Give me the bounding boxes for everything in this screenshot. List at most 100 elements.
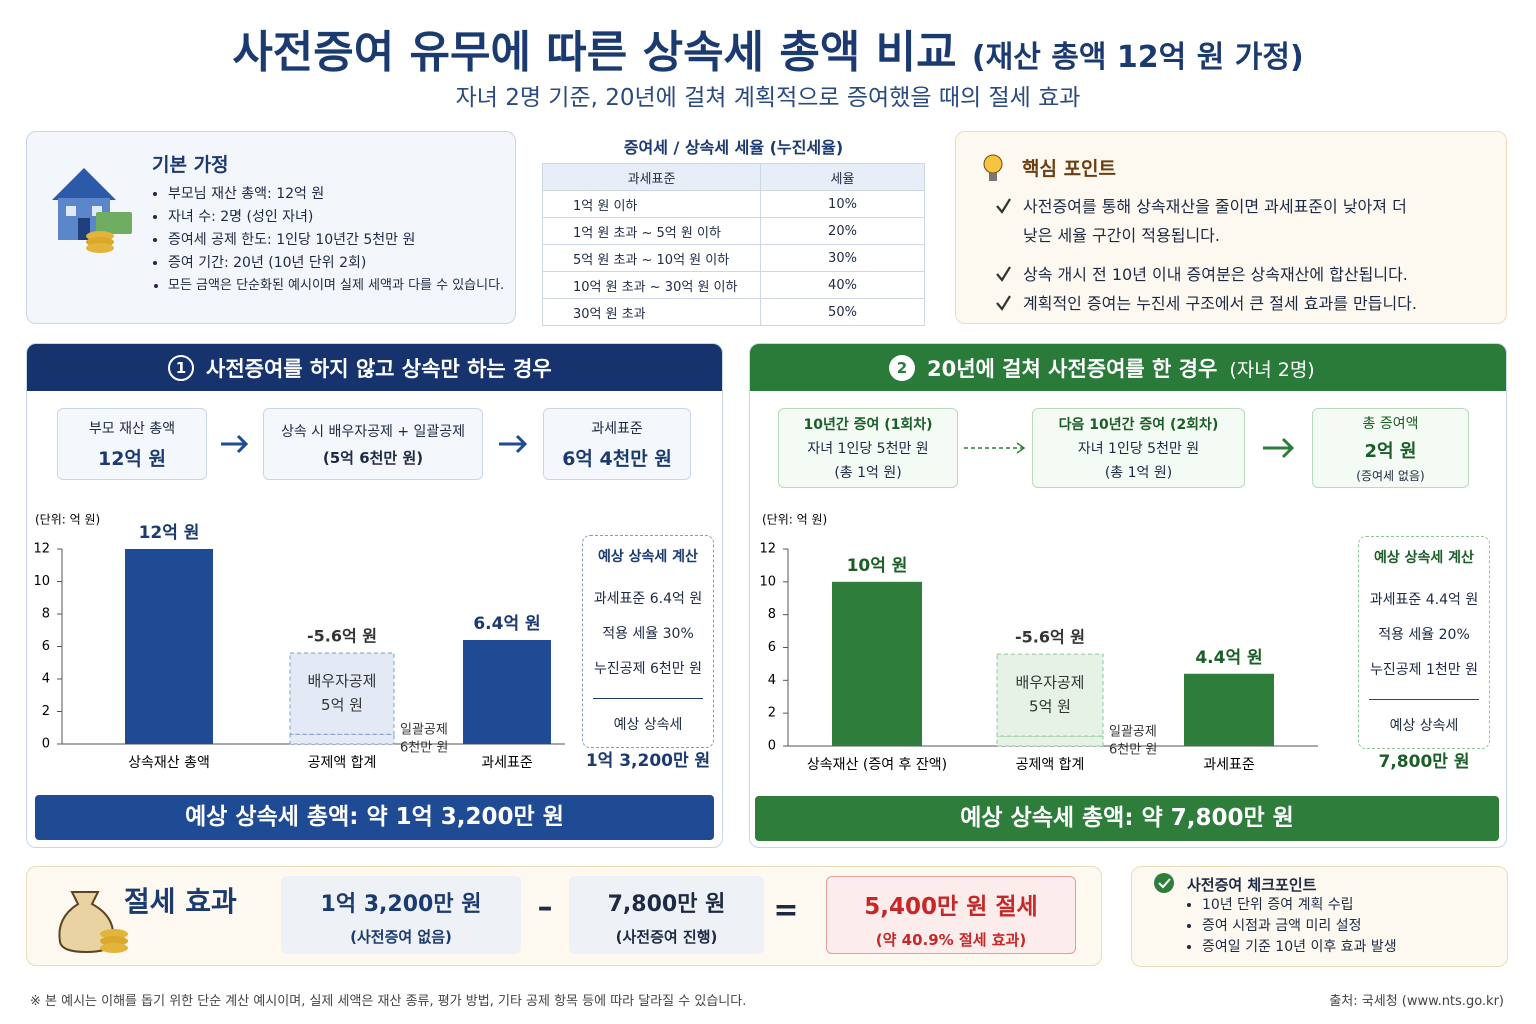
key-points-list: 사전증여를 통해 상속재산을 줄이면 과세표준이 낮아져 더 낮은 세율 구간이… [995, 192, 1445, 328]
flow-box: 상속 시 배우자공제 + 일괄공제 (5억 6천만 원) [263, 408, 483, 480]
check-icon [996, 198, 1011, 214]
table-cell: 10억 원 초과 ~ 30억 원 이하 [542, 271, 761, 299]
savings-note: (사전증여 없음) [350, 928, 452, 946]
table-header: 세율 [760, 163, 925, 191]
flow-title: 다음 10년간 증여 (2회차) [1058, 417, 1219, 433]
flow-box: 10년간 증여 (1회차) 자녀 1인당 5천만 원 (총 1억 원) [778, 408, 958, 488]
checkpoint: 증여일 기준 10년 이후 효과 발생 [1202, 939, 1397, 956]
flow-title: 총 증여액 [1362, 415, 1419, 432]
key-points-title: 핵심 포인트 [1022, 158, 1117, 180]
calc-result-label: 예상 상속세 [1389, 718, 1459, 734]
case-number: 2 [889, 355, 915, 381]
table-cell: 40% [760, 271, 925, 299]
calc-line: 적용 세율 20% [1378, 627, 1470, 643]
calc-box: 예상 상속세 계산 과세표준 6.4억 원 적용 세율 30% 누진공제 6천만… [582, 535, 714, 771]
case1-header [27, 344, 722, 391]
flow-detail: 자녀 1인당 5천만 원 [807, 441, 929, 457]
assumption: 부모님 재산 총액: 12억 원 [168, 185, 504, 203]
table-cell: 20% [760, 217, 925, 245]
case-title: 사전증여를 하지 않고 상속만 하는 경우 [206, 357, 552, 381]
flow-note: (총 1억 원) [1104, 465, 1173, 481]
flow-detail: 자녀 1인당 5천만 원 [1077, 441, 1200, 457]
flow-detail: 2억 원 [1364, 440, 1417, 462]
calc-line: 적용 세율 30% [602, 626, 694, 642]
flow-detail: 12억 원 [97, 447, 166, 470]
key-point-text: 사전증여를 통해 상속재산을 줄이면 과세표준이 낮아져 더 낮은 세율 구간이… [1023, 197, 1407, 245]
calc-result: 1억 3,200만 원 [585, 751, 711, 771]
table-header: 과세표준 [542, 163, 761, 191]
calc-result: 7,800만 원 [1378, 752, 1470, 772]
case-title-note: (자녀 2명) [1229, 358, 1315, 381]
assumption: 자녀 수: 2명 (성인 자녀) [168, 208, 504, 226]
title: 사전증여 유무에 따른 상속세 총액 비교 [232, 27, 957, 78]
assumptions-list: 부모님 재산 총액: 12억 원 자녀 수: 2명 (성인 자녀) 증여세 공제… [150, 185, 504, 300]
flow-box: 다음 10년간 증여 (2회차) 자녀 1인당 5천만 원 (총 1억 원) [1032, 408, 1245, 488]
calc-line: 누진공제 1천만 원 [1369, 659, 1479, 700]
flow-box: 부모 재산 총액 12억 원 [57, 408, 207, 480]
calc-result-label: 예상 상속세 [613, 717, 683, 733]
flow-note: (증여세 없음) [1356, 468, 1425, 483]
case1-total: 예상 상속세 총액: 약 1억 3,200만 원 [35, 795, 714, 840]
calc-title: 예상 상속세 계산 [598, 549, 698, 565]
flow-title: 상속 시 배우자공제 + 일괄공제 [280, 423, 466, 440]
key-point: 사전증여를 통해 상속재산을 줄이면 과세표준이 낮아져 더 낮은 세율 구간이… [995, 192, 1445, 250]
flow-title: 10년간 증여 (1회차) [803, 417, 933, 433]
key-point-text: 계획적인 증여는 누진세 구조에서 큰 절세 효과를 만듭니다. [1023, 294, 1417, 313]
checkpoints-title: 사전증여 체크포인트 [1187, 876, 1317, 894]
table-title: 증여세 / 상속세 세율 (누진세율) [623, 138, 844, 157]
check-icon [996, 295, 1011, 311]
table-cell: 50% [760, 298, 925, 326]
calc-line: 과세표준 4.4억 원 [1369, 592, 1479, 608]
case2-total: 예상 상속세 총액: 약 7,800만 원 [755, 796, 1499, 841]
flow-title: 부모 재산 총액 [88, 420, 176, 437]
case-number: 1 [168, 355, 194, 381]
tax-table: 과세표준 세율 1억 원 이하 10% 1억 원 초과 ~ 5억 원 이하 20% 5… [542, 163, 925, 326]
flow-title: 과세표준 [591, 420, 643, 437]
savings-title: 절세 효과 [124, 885, 237, 918]
key-point-text: 상속 개시 전 10년 이내 증여분은 상속재산에 합산됩니다. [1023, 265, 1408, 284]
case1-panel [26, 343, 723, 848]
table-cell: 1억 원 이하 [542, 190, 761, 218]
case2-header [750, 344, 1506, 391]
operator: – [537, 890, 553, 925]
case1-heading: 1 사전증여를 하지 않고 상속만 하는 경우 [168, 353, 552, 383]
assumption: 증여 기간: 20년 (10년 단위 2회) [168, 254, 504, 272]
savings-value: 5,400만 원 절세 [864, 894, 1038, 920]
flow-detail: 6억 4천만 원 [562, 447, 672, 470]
table-cell: 30% [760, 244, 925, 272]
savings-note: (사전증여 진행) [615, 928, 718, 946]
calc-title: 예상 상속세 계산 [1374, 550, 1474, 566]
calc-box: 예상 상속세 계산 과세표준 4.4억 원 적용 세율 20% 누진공제 1천만… [1358, 536, 1490, 772]
savings-left: 1억 3,200만 원 (사전증여 없음) [281, 876, 521, 954]
flow-detail: (5억 6천만 원) [322, 448, 424, 467]
table-cell: 5억 원 초과 ~ 10억 원 이하 [542, 244, 761, 272]
key-point: 상속 개시 전 10년 이내 증여분은 상속재산에 합산됩니다. [995, 260, 1445, 289]
footer-source: 출처: 국세청 (www.nts.go.kr) [1329, 994, 1504, 1009]
checkpoint: 10년 단위 증여 계획 수립 [1202, 897, 1397, 914]
savings-value: 7,800만 원 [607, 892, 726, 917]
savings-value: 1억 3,200만 원 [320, 892, 482, 917]
key-point: 계획적인 증여는 누진세 구조에서 큰 절세 효과를 만듭니다. [995, 289, 1445, 318]
footer-note: ※ 본 예시는 이해를 돕기 위한 단순 계산 예시이며, 실제 세액은 재산 … [30, 994, 747, 1009]
calc-line: 과세표준 6.4억 원 [593, 591, 703, 607]
flow-box: 총 증여액 2억 원 (증여세 없음) [1312, 408, 1469, 488]
table-cell: 1억 원 초과 ~ 5억 원 이하 [542, 217, 761, 245]
title-row: 사전증여 유무에 따른 상속세 총액 비교 (재산 총액 12억 원 가정) [0, 16, 1536, 80]
key-points-box [955, 131, 1507, 324]
case-title: 20년에 걸쳐 사전증여를 한 경우 [927, 357, 1218, 381]
table-cell: 10% [760, 190, 925, 218]
case2-panel [749, 343, 1507, 848]
savings-result: 5,400만 원 절세 (약 40.9% 절세 효과) [826, 876, 1076, 954]
title-note: (재산 총액 12억 원 가정) [971, 40, 1304, 75]
checkpoints-box [1131, 866, 1508, 967]
calc-line: 누진공제 6천만 원 [593, 658, 703, 699]
operator: = [773, 893, 799, 928]
assumption: 증여세 공제 한도: 1인당 10년간 5천만 원 [168, 231, 504, 249]
checkpoint: 증여 시점과 금액 미리 설정 [1202, 918, 1397, 935]
subtitle: 자녀 2명 기준, 20년에 걸쳐 계획적으로 증여했을 때의 절세 효과 [455, 85, 1081, 111]
flow-box: 과세표준 6억 4천만 원 [543, 408, 691, 480]
savings-note: (약 40.9% 절세 효과) [875, 931, 1027, 949]
case2-heading: 2 20년에 걸쳐 사전증여를 한 경우 (자녀 2명) [889, 353, 1315, 383]
flow-note: (총 1억 원) [834, 465, 902, 481]
